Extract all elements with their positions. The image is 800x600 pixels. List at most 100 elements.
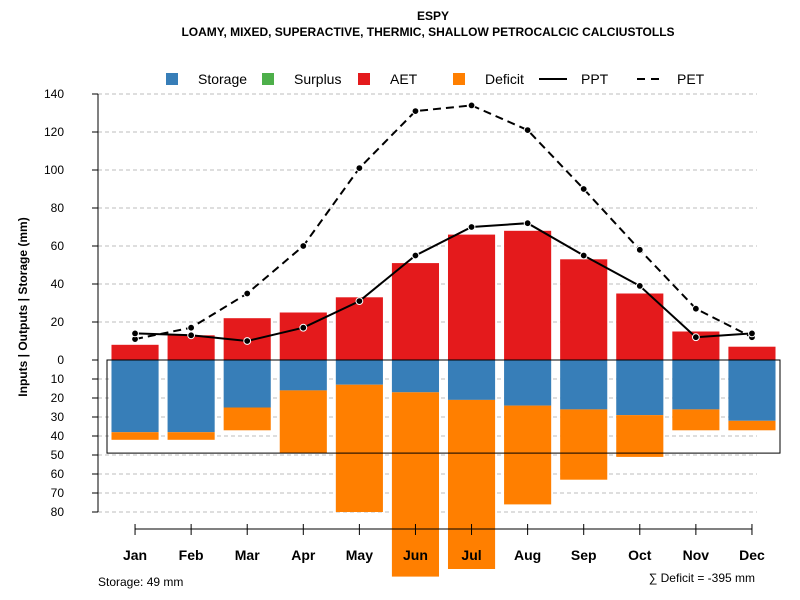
deficit-bar-jan bbox=[111, 432, 159, 440]
y-tick-label: 0 bbox=[57, 353, 64, 367]
axes: 0 20 40 60 80 100 120 140 10 20 30 40 50 60 70 80 Jan Feb… bbox=[44, 87, 765, 563]
pet-point-sep bbox=[579, 185, 588, 193]
storage-bar-oct bbox=[616, 360, 664, 416]
y-tick-label: 20 bbox=[51, 315, 65, 329]
ppt-point-nov bbox=[691, 333, 700, 342]
x-tick-label-dec: Dec bbox=[739, 547, 765, 563]
legend: Storage Surplus AET Deficit PPT PET bbox=[166, 71, 705, 87]
x-tick-label-oct: Oct bbox=[628, 547, 652, 563]
storage-note: Storage: 49 mm bbox=[98, 575, 183, 589]
storage-bar-apr bbox=[279, 360, 327, 391]
ppt-point-feb bbox=[187, 331, 196, 340]
pet-line bbox=[134, 104, 753, 341]
y-tick-label: 50 bbox=[51, 448, 65, 462]
y-tick-label: 100 bbox=[44, 163, 64, 177]
storage-bar-feb bbox=[167, 360, 215, 433]
y-tick-label: 20 bbox=[51, 391, 65, 405]
deficit-bar-aug bbox=[504, 405, 552, 505]
x-tick-label-apr: Apr bbox=[291, 547, 316, 563]
pet-point-may bbox=[355, 164, 364, 173]
ppt-point-sep bbox=[579, 251, 588, 260]
x-tick-label-sep: Sep bbox=[571, 547, 597, 563]
y-axis-label: Inputs | Outputs | Storage (mm) bbox=[16, 217, 30, 396]
ppt-line bbox=[135, 222, 753, 343]
legend-swatch-aet bbox=[358, 73, 370, 85]
bars bbox=[111, 230, 776, 577]
aet-bar-jan bbox=[111, 344, 159, 360]
storage-bar-dec bbox=[728, 360, 776, 421]
ppt-point-apr bbox=[299, 323, 308, 332]
x-tick-label-jun: Jun bbox=[403, 547, 428, 563]
storage-bar-nov bbox=[672, 360, 720, 410]
y-tick-label: 60 bbox=[51, 467, 65, 481]
storage-bar-jun bbox=[391, 360, 440, 393]
deficit-bar-oct bbox=[616, 415, 664, 457]
pet-point-oct bbox=[635, 245, 644, 254]
ppt-point-may bbox=[355, 297, 364, 306]
x-tick-label-nov: Nov bbox=[683, 547, 710, 563]
aet-bar-sep bbox=[560, 259, 608, 360]
storage-capacity-box bbox=[106, 359, 781, 454]
x-tick-label-mar: Mar bbox=[235, 547, 260, 563]
ppt-point-oct bbox=[635, 282, 644, 290]
y-tick-label: 60 bbox=[51, 239, 65, 253]
deficit-bar-jun bbox=[391, 392, 440, 577]
ppt-point-jan bbox=[131, 329, 139, 338]
x-tick-label-jan: Jan bbox=[123, 547, 147, 563]
aet-bar-may bbox=[335, 297, 383, 360]
deficit-bar-nov bbox=[672, 409, 720, 431]
aet-bar-jun bbox=[391, 263, 440, 360]
deficit-bar-sep bbox=[560, 409, 608, 480]
storage-bar-mar bbox=[223, 360, 271, 408]
y-tick-label: 40 bbox=[51, 277, 65, 291]
pet-point-aug bbox=[523, 126, 532, 135]
legend-label-storage: Storage bbox=[198, 71, 247, 87]
aet-bar-feb bbox=[167, 335, 215, 360]
legend-label-deficit: Deficit bbox=[485, 71, 524, 87]
deficit-bar-apr bbox=[279, 390, 327, 454]
pet-point-jul bbox=[467, 101, 476, 110]
aet-bar-aug bbox=[504, 230, 552, 360]
y-tick-label: 140 bbox=[44, 87, 64, 101]
pet-point-mar bbox=[243, 289, 252, 298]
storage-bar-may bbox=[335, 360, 383, 385]
x-tick-label-jul: Jul bbox=[461, 547, 481, 563]
pet-point-jun bbox=[411, 107, 420, 115]
ppt-point-mar bbox=[243, 337, 252, 345]
storage-bar-sep bbox=[560, 360, 608, 410]
x-tick-label-aug: Aug bbox=[514, 547, 541, 563]
aet-bar-jul bbox=[447, 234, 496, 360]
y-tick-label: 70 bbox=[51, 486, 65, 500]
storage-bar-aug bbox=[504, 360, 552, 406]
x-tick-label-feb: Feb bbox=[179, 547, 204, 563]
chart-title: ESPY bbox=[417, 9, 449, 23]
aet-bar-dec bbox=[728, 346, 776, 360]
legend-label-pet: PET bbox=[677, 71, 705, 87]
legend-swatch-deficit bbox=[453, 73, 465, 85]
y-tick-label: 80 bbox=[51, 201, 65, 215]
pet-point-nov bbox=[691, 304, 700, 313]
legend-swatch-surplus bbox=[262, 73, 274, 85]
ppt-point-aug bbox=[523, 219, 532, 228]
legend-label-ppt: PPT bbox=[581, 71, 609, 87]
frames bbox=[106, 359, 781, 454]
chart-subtitle: LOAMY, MIXED, SUPERACTIVE, THERMIC, SHAL… bbox=[181, 25, 674, 39]
deficit-bar-mar bbox=[223, 407, 271, 431]
legend-label-aet: AET bbox=[390, 71, 418, 87]
storage-bar-jul bbox=[447, 360, 496, 400]
y-tick-label: 80 bbox=[51, 505, 65, 519]
deficit-bar-dec bbox=[728, 420, 776, 431]
ppt-point-jun bbox=[411, 251, 420, 260]
ppt-point-jul bbox=[467, 223, 476, 231]
legend-label-surplus: Surplus bbox=[294, 71, 341, 87]
ppt-point-dec bbox=[748, 329, 756, 338]
deficit-bar-feb bbox=[167, 432, 215, 440]
x-tick-label-may: May bbox=[346, 547, 373, 563]
deficit-bar-jul bbox=[447, 399, 496, 569]
pet-point-apr bbox=[299, 242, 308, 250]
storage-bar-jan bbox=[111, 360, 159, 433]
pet-point-feb bbox=[187, 323, 196, 332]
deficit-bar-may bbox=[335, 384, 383, 512]
y-tick-label: 10 bbox=[51, 372, 65, 386]
